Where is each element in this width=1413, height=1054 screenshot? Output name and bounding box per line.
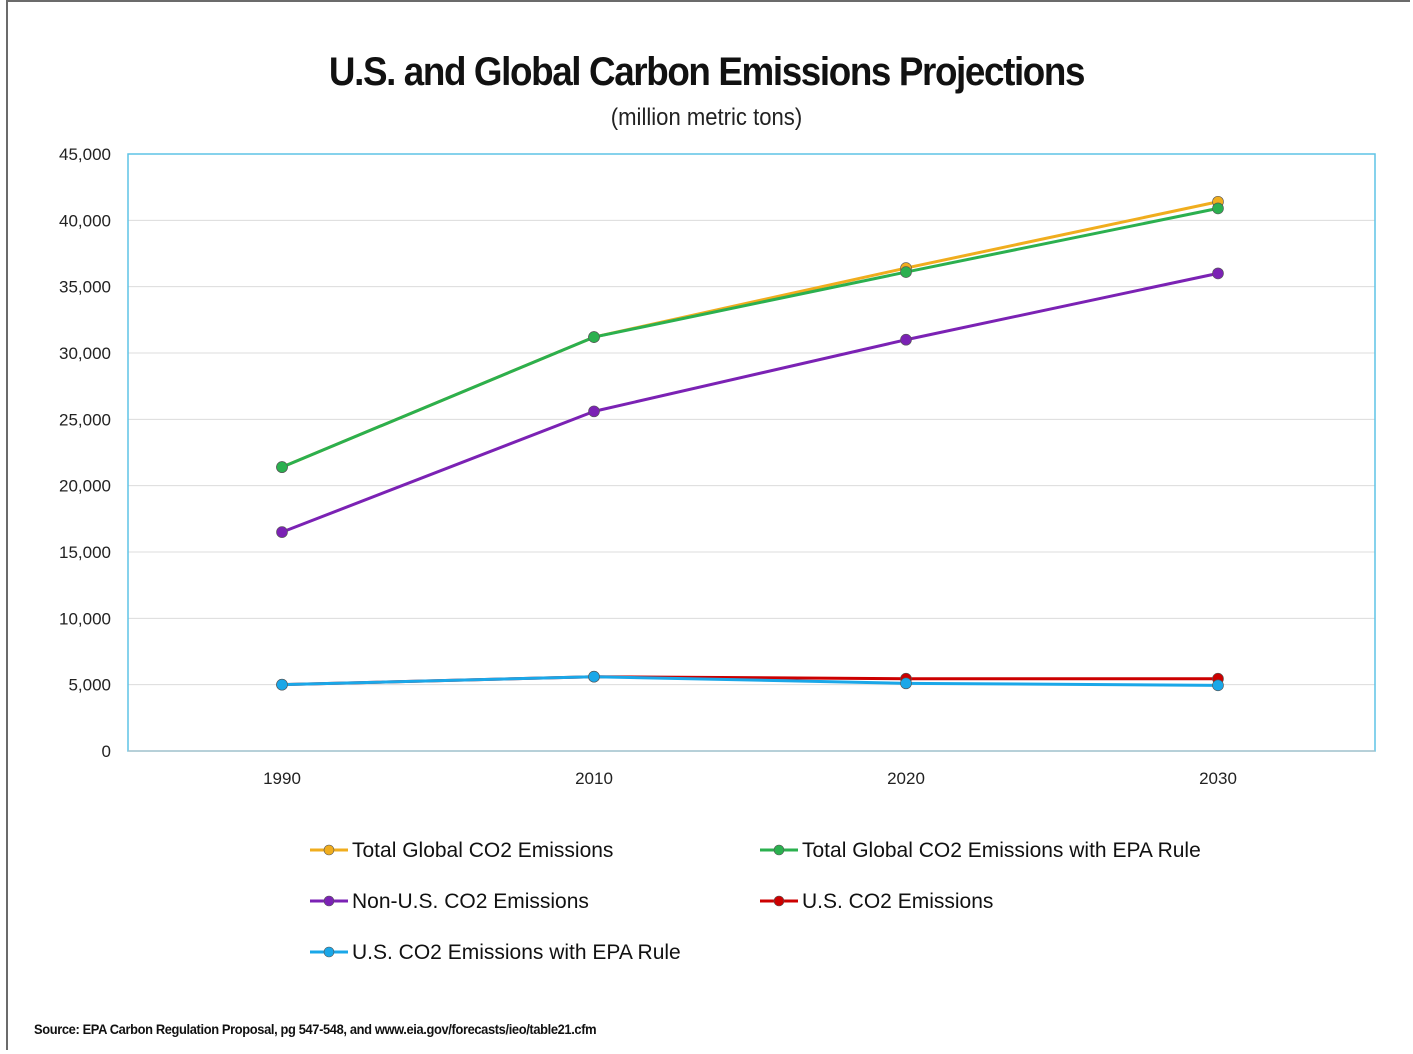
data-point [900,266,912,278]
y-tick-label: 40,000 [59,211,111,230]
legend-swatch-marker [323,895,335,907]
legend-label: Total Global CO2 Emissions [352,839,613,862]
data-point [276,526,288,538]
legend-swatch-marker [773,895,785,907]
x-tick-label: 2020 [887,769,925,788]
series-line [281,675,1219,687]
legend-swatch-marker [323,844,335,856]
legend-label: Non-U.S. CO2 Emissions [352,890,589,913]
y-tick-label: 35,000 [59,278,111,297]
source-note: Source: EPA Carbon Regulation Proposal, … [34,1021,597,1037]
y-tick-label: 5,000 [68,676,111,695]
x-tick-label: 2010 [575,769,613,788]
x-tick-label: 1990 [263,769,301,788]
y-tick-label: 0 [102,742,111,761]
series-4 [276,670,1224,692]
y-tick-label: 45,000 [59,145,111,164]
y-tick-label: 20,000 [59,477,111,496]
series-line [281,200,1219,469]
legend-label: U.S. CO2 Emissions [802,890,993,913]
legend-swatch-marker [323,946,335,958]
series-line [281,206,1219,469]
legend-swatch-marker [773,844,785,856]
data-point [1212,679,1224,692]
y-tick-label: 10,000 [59,609,111,628]
series-2 [276,267,1224,538]
data-point [588,670,600,683]
chart-subtitle: (million metric tons) [610,104,803,131]
data-point [1212,202,1224,215]
series-line [281,271,1219,534]
x-tick-label: 2030 [1199,769,1237,788]
chart-frame [6,0,1410,1050]
legend-item-0: Total Global CO2 Emissions [310,839,613,862]
legend-label: U.S. CO2 Emissions with EPA Rule [352,941,681,964]
data-point [900,677,912,690]
series-1 [276,202,1224,473]
y-tick-label: 25,000 [59,410,111,429]
data-point [900,333,912,346]
legend-label: Total Global CO2 Emissions with EPA Rule [802,839,1201,862]
data-point [588,331,600,343]
legend-item-2: Non-U.S. CO2 Emissions [310,890,589,913]
data-point [588,405,600,418]
legend-item-1: Total Global CO2 Emissions with EPA Rule [760,839,1201,862]
y-tick-label: 30,000 [59,344,111,363]
chart-title: U.S. and Global Carbon Emissions Project… [328,50,1086,94]
data-point [276,461,288,473]
legend-item-3: U.S. CO2 Emissions [760,890,993,913]
legend-item-4: U.S. CO2 Emissions with EPA Rule [310,941,681,964]
data-point [1212,267,1224,280]
data-point [276,678,288,691]
y-tick-label: 15,000 [59,543,111,562]
